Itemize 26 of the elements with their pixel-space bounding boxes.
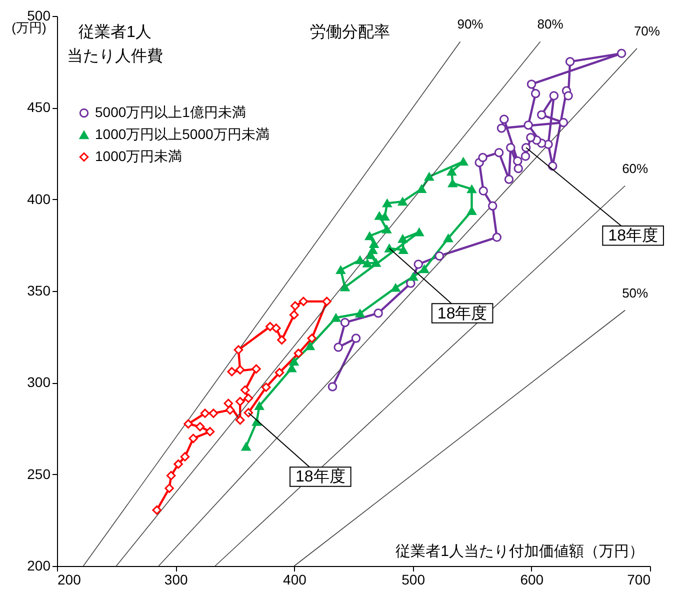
series-label: 80% <box>537 16 564 32</box>
x-axis-title: 従業者1人当たり付加価値額（万円） <box>396 543 644 560</box>
y-tick-label: 300 <box>27 374 51 390</box>
x-tick-label: 600 <box>520 572 544 588</box>
annotation: 労働分配率 <box>310 23 390 41</box>
y-tick-label: 450 <box>27 99 51 116</box>
y-tick-label: 200 <box>27 558 51 574</box>
x-tick-label: 200 <box>58 572 82 588</box>
series-label: 70% <box>634 23 660 38</box>
legend-label: 1000万円未満 <box>95 148 182 164</box>
series-label: 90% <box>457 16 484 32</box>
y-tick-label: 400 <box>27 190 51 207</box>
annotation: 18年度 <box>437 304 488 322</box>
series-label: 60% <box>622 160 649 176</box>
legend-label: 5000万円以上1億円未満 <box>95 104 246 120</box>
x-tick-label: 400 <box>283 572 307 588</box>
annotation: 18年度 <box>296 468 346 486</box>
x-tick-label: 300 <box>164 572 188 588</box>
legend-label: 1000万円以上5000万円未満 <box>95 126 270 142</box>
y-tick-label: 350 <box>27 282 51 298</box>
x-tick-label: 500 <box>402 572 426 588</box>
y-axis-title: 従業者1人当たり人件費 <box>67 23 163 65</box>
x-tick-label: 700 <box>627 572 651 588</box>
series-label: 50% <box>622 285 649 300</box>
y-tick-label: 250 <box>27 466 51 482</box>
annotation: 18年度 <box>608 226 658 245</box>
